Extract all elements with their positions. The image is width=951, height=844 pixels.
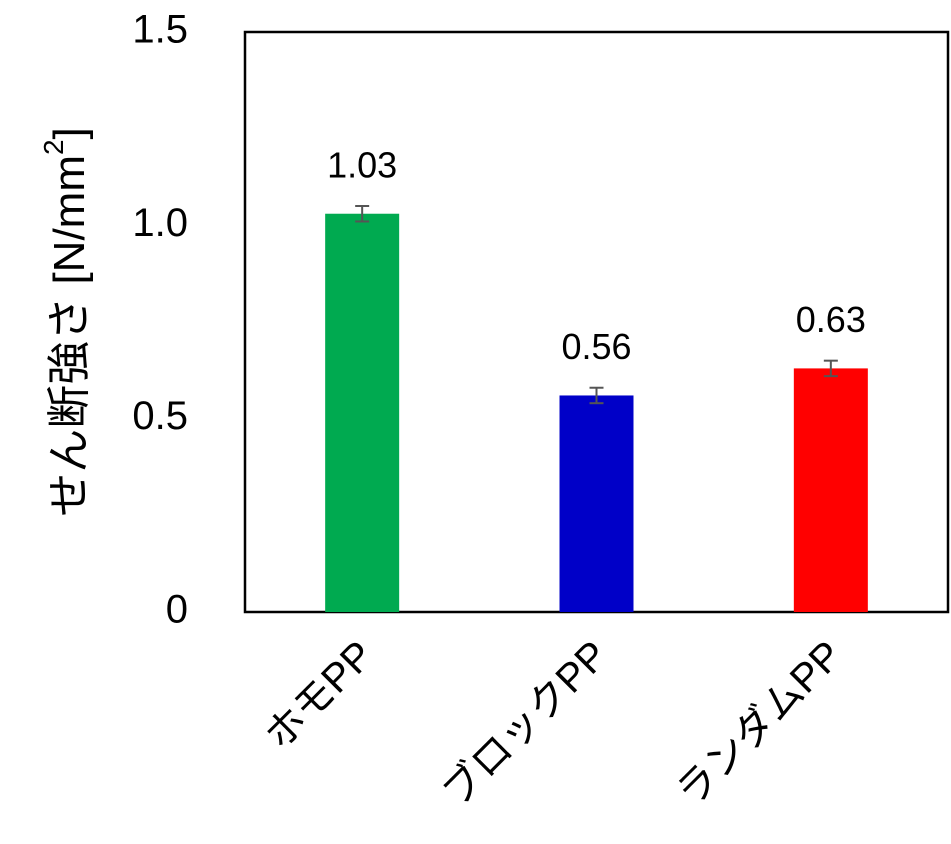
x-category-label: ホモPP [257,633,382,758]
error-bar [589,386,604,405]
data-label: 1.03 [327,145,397,186]
bar [793,368,868,612]
data-label: 0.63 [796,299,866,340]
x-category-label: ブロックPP [434,633,616,815]
bars: 1.03 0.56 0.63 [325,145,868,612]
y-axis-title: せん断強さ [N/mm2] [38,127,93,517]
error-bar [823,359,838,378]
y-tick-label: 1.5 [132,8,188,52]
y-tick-label: 0 [166,588,188,632]
y-axis-title-superscript: 2 [38,139,69,155]
y-axis-title-close: ] [45,127,94,139]
bar [325,213,400,612]
x-axis-categories: ホモPP ブロックPP ランダムPP [257,633,851,815]
x-category-label: ランダムPP [669,633,851,815]
data-label: 0.56 [561,326,631,367]
error-bar [355,205,370,223]
y-tick-label: 1.0 [132,201,188,245]
y-tick-label: 0.5 [132,394,188,438]
bar [559,395,634,612]
y-axis-ticks: 0 0.5 1.0 1.5 [132,8,188,632]
